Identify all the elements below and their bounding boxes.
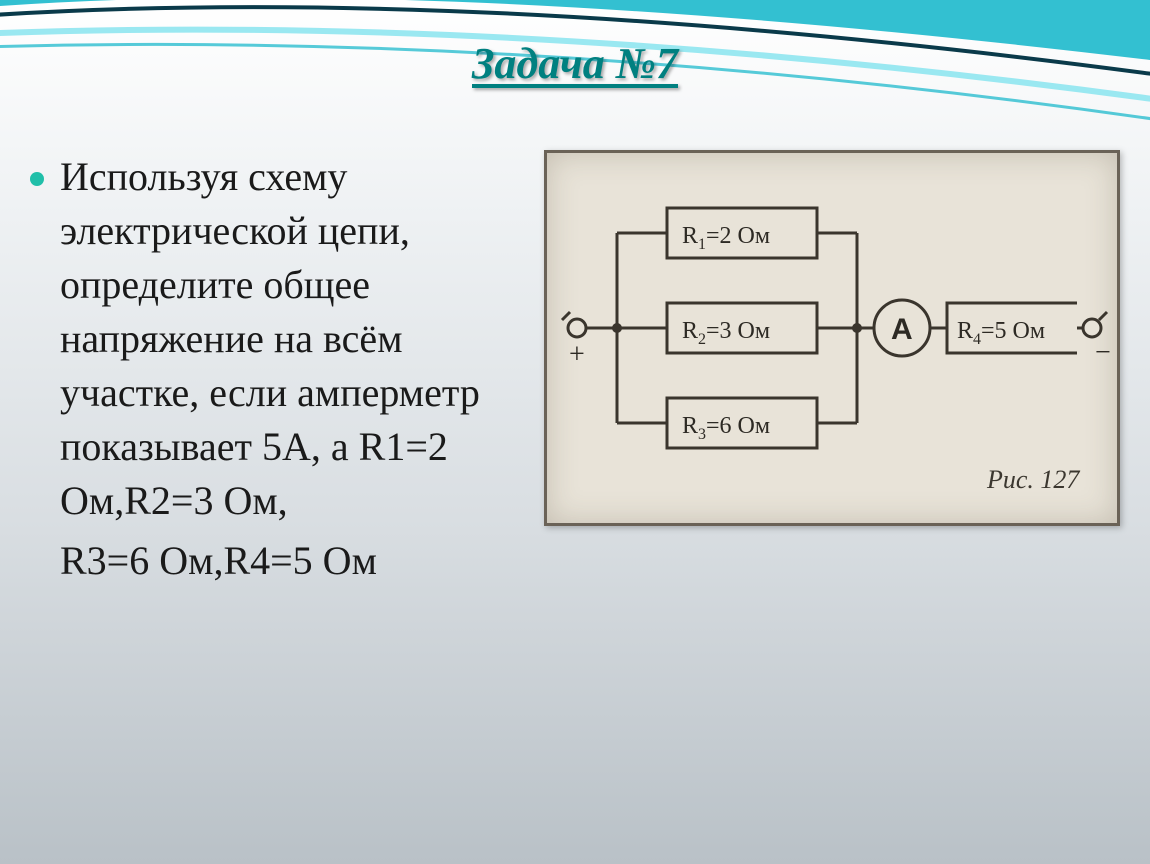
slide-body: Используя схему электрической цепи, опре…: [30, 150, 1120, 834]
ammeter-label: А: [891, 313, 913, 346]
terminal-right-sign: −: [1095, 337, 1111, 368]
resistor-r2-label: R2=3 Ом: [682, 318, 770, 348]
figure-caption: Рис. 127: [986, 465, 1080, 494]
bullet-dot-icon: [30, 172, 44, 186]
resistor-r4-label: R4=5 Ом: [957, 318, 1045, 348]
bullet-item: Используя схему электрической цепи, опре…: [30, 150, 550, 528]
terminal-right: [1083, 319, 1101, 337]
slide-title: Задача №7: [0, 38, 1150, 89]
bullet-text: Используя схему электрической цепи, опре…: [60, 150, 550, 528]
terminal-left-sign: +: [569, 339, 585, 370]
continuation-text: R3=6 Ом,R4=5 Ом: [60, 534, 550, 588]
circuit-diagram: + R1=2 Ом R2=3 Ом: [544, 150, 1120, 526]
slide: Задача №7 Используя схему электрической …: [0, 0, 1150, 864]
terminal-left: [568, 319, 586, 337]
resistor-r3-label: R3=6 Ом: [682, 413, 770, 443]
resistor-r1-label: R1=2 Ом: [682, 223, 770, 253]
problem-text: Используя схему электрической цепи, опре…: [30, 150, 550, 588]
circuit-svg: + R1=2 Ом R2=3 Ом: [547, 153, 1117, 523]
